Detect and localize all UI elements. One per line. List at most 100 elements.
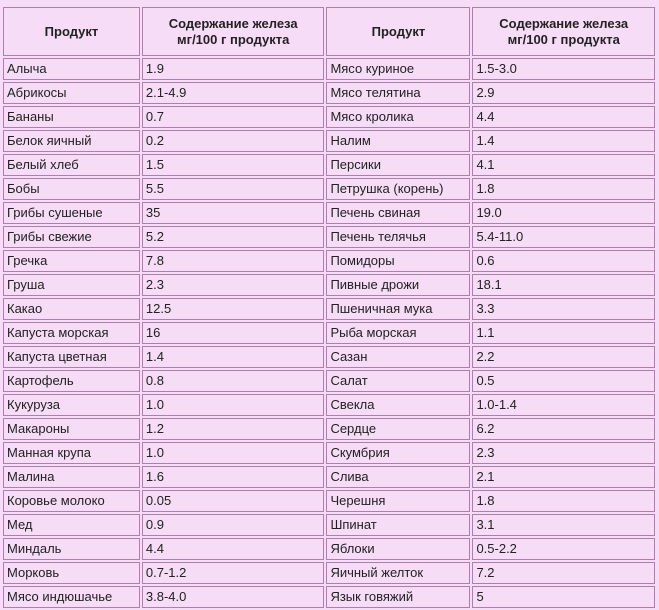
- cell-iron-left: 0.7-1.2: [141, 562, 325, 584]
- cell-product-left: Гречка: [3, 250, 140, 272]
- cell-iron-left: 2.3: [141, 274, 325, 296]
- table-row: Бобы 5.5 Петрушка (корень) 1.8: [3, 178, 655, 200]
- page: Продукт Содержание железа мг/100 г проду…: [1, 5, 657, 610]
- cell-product-left: Бананы: [3, 106, 140, 128]
- table-row: Морковь 0.7-1.2 Яичный желток 7.2: [3, 562, 655, 584]
- cell-product-left: Макароны: [3, 418, 140, 440]
- cell-iron-right: 2.3: [472, 442, 655, 464]
- table-row: Абрикосы 2.1-4.9 Мясо телятина 2.9: [3, 82, 655, 104]
- cell-product-right: Свекла: [326, 394, 471, 416]
- cell-product-right: Петрушка (корень): [326, 178, 471, 200]
- table-row: Коровье молоко 0.05 Черешня 1.8: [3, 490, 655, 512]
- cell-product-left: Мясо индюшачье: [3, 586, 140, 608]
- cell-iron-left: 7.8: [141, 250, 325, 272]
- cell-iron-right: 1.8: [472, 178, 655, 200]
- cell-iron-right: 19.0: [472, 202, 655, 224]
- table-row: Кукуруза 1.0 Свекла 1.0-1.4: [3, 394, 655, 416]
- cell-product-right: Сердце: [326, 418, 471, 440]
- cell-iron-left: 12.5: [141, 298, 325, 320]
- header-iron-right-line1: Содержание железа: [499, 15, 629, 31]
- cell-product-left: Морковь: [3, 562, 140, 584]
- cell-iron-right: 6.2: [472, 418, 655, 440]
- cell-product-right: Яичный желток: [326, 562, 471, 584]
- cell-iron-right: 0.5: [472, 370, 655, 392]
- cell-iron-right: 3.3: [472, 298, 655, 320]
- cell-iron-right: 1.8: [472, 490, 655, 512]
- cell-product-left: Какао: [3, 298, 140, 320]
- cell-product-right: Салат: [326, 370, 471, 392]
- cell-product-right: Слива: [326, 466, 471, 488]
- table-row: Белый хлеб 1.5 Персики 4.1: [3, 154, 655, 176]
- cell-product-left: Капуста морская: [3, 322, 140, 344]
- cell-iron-left: 16: [141, 322, 325, 344]
- table-header-row: Продукт Содержание железа мг/100 г проду…: [3, 7, 655, 56]
- cell-product-right: Пшеничная мука: [326, 298, 471, 320]
- cell-product-right: Помидоры: [326, 250, 471, 272]
- cell-iron-right: 2.1: [472, 466, 655, 488]
- table-row: Груша 2.3 Пивные дрожи 18.1: [3, 274, 655, 296]
- cell-iron-right: 0.6: [472, 250, 655, 272]
- cell-product-right: Яблоки: [326, 538, 471, 560]
- table-row: Какао 12.5 Пшеничная мука 3.3: [3, 298, 655, 320]
- cell-product-right: Скумбрия: [326, 442, 471, 464]
- table-row: Грибы свежие 5.2 Печень телячья 5.4-11.0: [3, 226, 655, 248]
- cell-iron-left: 1.2: [141, 418, 325, 440]
- header-product-left: Продукт: [3, 7, 140, 56]
- cell-product-left: Белый хлеб: [3, 154, 140, 176]
- cell-iron-left: 1.5: [141, 154, 325, 176]
- cell-product-right: Язык говяжий: [326, 586, 471, 608]
- table-row: Бананы 0.7 Мясо кролика 4.4: [3, 106, 655, 128]
- cell-product-left: Капуста цветная: [3, 346, 140, 368]
- table-body: Алыча 1.9 Мясо куриное 1.5-3.0 Абрикосы 2.1-4…: [3, 58, 655, 608]
- cell-product-right: Рыба морская: [326, 322, 471, 344]
- cell-iron-left: 35: [141, 202, 325, 224]
- cell-product-right: Сазан: [326, 346, 471, 368]
- cell-iron-left: 0.8: [141, 370, 325, 392]
- cell-product-right: Шпинат: [326, 514, 471, 536]
- cell-iron-left: 1.9: [141, 58, 325, 80]
- cell-iron-left: 0.2: [141, 130, 325, 152]
- cell-product-left: Малина: [3, 466, 140, 488]
- header-product-right: Продукт: [326, 7, 471, 56]
- cell-product-left: Бобы: [3, 178, 140, 200]
- cell-product-left: Грибы свежие: [3, 226, 140, 248]
- cell-iron-left: 1.6: [141, 466, 325, 488]
- cell-iron-left: 0.9: [141, 514, 325, 536]
- cell-product-left: Белок яичный: [3, 130, 140, 152]
- cell-product-left: Коровье молоко: [3, 490, 140, 512]
- cell-iron-right: 4.4: [472, 106, 655, 128]
- table-row: Миндаль 4.4 Яблоки 0.5-2.2: [3, 538, 655, 560]
- cell-iron-right: 0.5-2.2: [472, 538, 655, 560]
- cell-iron-left: 2.1-4.9: [141, 82, 325, 104]
- header-iron-left-line1: Содержание железа: [168, 15, 298, 31]
- table-row: Алыча 1.9 Мясо куриное 1.5-3.0: [3, 58, 655, 80]
- cell-iron-left: 5.2: [141, 226, 325, 248]
- cell-iron-left: 3.8-4.0: [141, 586, 325, 608]
- cell-product-right: Пивные дрожи: [326, 274, 471, 296]
- table-row: Малина 1.6 Слива 2.1: [3, 466, 655, 488]
- header-iron-right: Содержание железа мг/100 г продукта: [472, 7, 655, 56]
- cell-product-left: Алыча: [3, 58, 140, 80]
- cell-iron-right: 18.1: [472, 274, 655, 296]
- cell-product-right: Мясо телятина: [326, 82, 471, 104]
- table-row: Картофель 0.8 Салат 0.5: [3, 370, 655, 392]
- cell-product-right: Мясо кролика: [326, 106, 471, 128]
- table-row: Грибы сушеные 35 Печень свиная 19.0: [3, 202, 655, 224]
- cell-iron-right: 2.2: [472, 346, 655, 368]
- table-row: Белок яичный 0.2 Налим 1.4: [3, 130, 655, 152]
- cell-iron-left: 4.4: [141, 538, 325, 560]
- cell-iron-right: 2.9: [472, 82, 655, 104]
- cell-product-left: Абрикосы: [3, 82, 140, 104]
- cell-iron-left: 5.5: [141, 178, 325, 200]
- cell-product-right: Черешня: [326, 490, 471, 512]
- cell-product-left: Грибы сушеные: [3, 202, 140, 224]
- cell-product-right: Мясо куриное: [326, 58, 471, 80]
- iron-content-table: Продукт Содержание железа мг/100 г проду…: [1, 5, 657, 610]
- table-row: Манная крупа 1.0 Скумбрия 2.3: [3, 442, 655, 464]
- cell-iron-right: 5: [472, 586, 655, 608]
- header-iron-right-line2: мг/100 г продукта: [507, 31, 620, 47]
- cell-iron-right: 1.5-3.0: [472, 58, 655, 80]
- table-row: Гречка 7.8 Помидоры 0.6: [3, 250, 655, 272]
- cell-product-right: Печень свиная: [326, 202, 471, 224]
- table-row: Капуста цветная 1.4 Сазан 2.2: [3, 346, 655, 368]
